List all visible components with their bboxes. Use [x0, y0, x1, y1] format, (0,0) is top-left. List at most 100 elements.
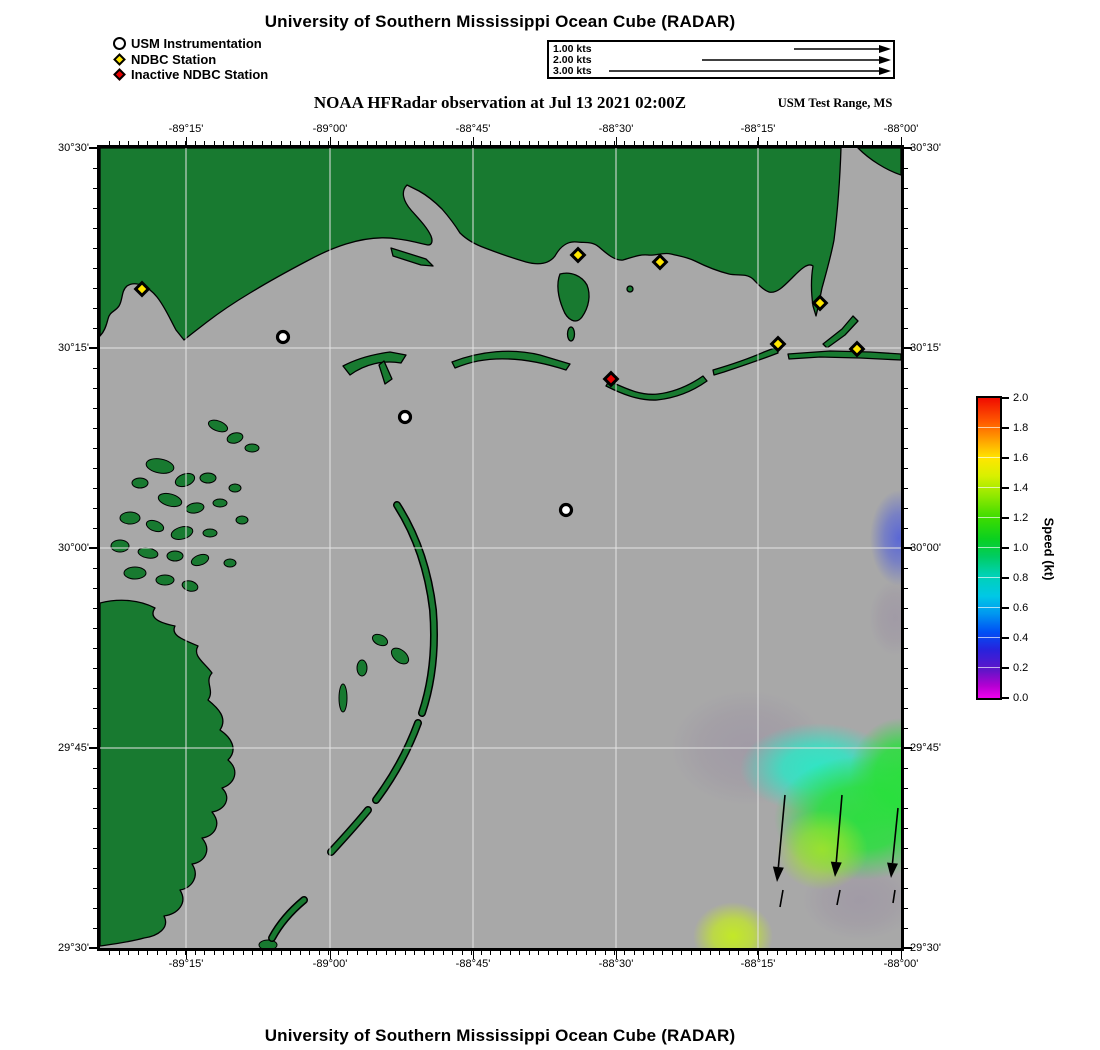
y-minor-tick: [93, 827, 97, 829]
y-axis-label: 29°45': [910, 742, 941, 754]
x-minor-tick: [461, 141, 463, 145]
x-minor-tick: [805, 951, 807, 955]
x-minor-tick: [109, 141, 111, 145]
x-major-tick: [900, 137, 903, 145]
station-diamond-marker: [848, 340, 866, 358]
y-minor-tick: [904, 287, 908, 289]
x-minor-tick: [595, 951, 597, 955]
x-minor-tick: [500, 141, 501, 145]
x-minor-tick: [490, 951, 492, 955]
x-minor-tick: [204, 951, 206, 955]
y-minor-tick: [904, 387, 908, 389]
x-minor-tick: [423, 951, 425, 955]
x-minor-tick: [271, 141, 273, 145]
x-minor-tick: [728, 141, 730, 145]
x-minor-tick: [643, 951, 645, 955]
y-major-tick: [89, 747, 97, 749]
x-minor-tick: [290, 141, 292, 145]
x-minor-tick: [175, 141, 177, 145]
x-minor-tick: [309, 951, 311, 955]
colorbar-tick: [1002, 637, 1009, 639]
x-axis-label: -88°15': [740, 123, 776, 135]
x-minor-tick: [709, 951, 711, 955]
colorbar-tick: [1002, 547, 1009, 549]
x-minor-tick: [442, 951, 444, 955]
y-minor-tick: [93, 767, 97, 769]
x-minor-tick: [690, 951, 692, 955]
x-minor-tick: [862, 951, 864, 955]
x-minor-tick: [433, 951, 435, 955]
y-axis-label: 30°00': [58, 542, 89, 554]
y-major-tick: [904, 547, 912, 549]
x-axis-label: -89°00': [312, 958, 348, 970]
x-major-tick: [472, 951, 475, 959]
x-minor-tick: [833, 141, 835, 145]
x-minor-tick: [166, 141, 168, 145]
y-minor-tick: [93, 287, 97, 289]
range-label: USM Test Range, MS: [777, 96, 893, 110]
y-minor-tick: [93, 807, 97, 809]
x-axis-label: -89°00': [312, 123, 348, 135]
graticule: [100, 148, 901, 948]
y-minor-tick: [904, 867, 908, 869]
y-minor-tick: [93, 847, 97, 849]
x-minor-tick: [890, 951, 892, 955]
y-minor-tick: [904, 227, 908, 229]
current-speed-field: [670, 490, 901, 948]
x-minor-tick: [480, 951, 482, 955]
colorbar-level-line: [978, 607, 1000, 608]
y-minor-tick: [904, 767, 908, 769]
x-major-tick: [329, 137, 332, 145]
colorbar-tick-label: 0.4: [1013, 631, 1029, 644]
x-minor-tick: [347, 141, 349, 145]
x-major-tick: [615, 137, 618, 145]
x-minor-tick: [633, 951, 635, 955]
x-minor-tick: [757, 141, 759, 145]
horn-island: [605, 375, 708, 401]
x-minor-tick: [538, 951, 540, 955]
current-vector-shaft: [779, 889, 784, 908]
x-minor-tick: [795, 951, 797, 955]
x-minor-tick: [557, 951, 559, 955]
y-minor-tick: [93, 327, 97, 329]
x-minor-tick: [175, 951, 177, 955]
x-minor-tick: [690, 141, 692, 145]
x-major-tick: [900, 951, 903, 959]
x-minor-tick: [805, 141, 807, 145]
y-minor-tick: [904, 427, 908, 429]
inactive-diamond-icon: [113, 68, 126, 81]
y-minor-tick: [93, 467, 97, 469]
x-minor-tick: [557, 141, 559, 145]
y-major-tick: [89, 347, 97, 349]
colorbar-level-line: [978, 427, 1000, 428]
y-minor-tick: [93, 527, 97, 529]
x-minor-tick: [585, 951, 587, 955]
velocity-scale-label: 3.00 kts: [553, 65, 592, 77]
colorbar-tick: [1002, 697, 1009, 699]
x-major-tick: [472, 137, 475, 145]
x-minor-tick: [385, 951, 387, 955]
y-minor-tick: [93, 487, 97, 489]
colorbar-tick-label: 1.2: [1013, 511, 1029, 524]
y-minor-tick: [93, 387, 97, 389]
pascagoula-marsh: [557, 272, 590, 322]
y-minor-tick: [93, 187, 97, 189]
mainland-coast: [100, 148, 842, 341]
y-minor-tick: [93, 907, 97, 909]
y-minor-tick: [904, 647, 908, 649]
y-minor-tick: [904, 787, 908, 789]
x-axis-label: -88°15': [740, 958, 776, 970]
chandeleur-islands: [268, 501, 438, 942]
current-vector-shaft: [777, 794, 786, 868]
current-vector-shaft: [892, 889, 896, 904]
y-major-tick: [904, 747, 912, 749]
x-minor-tick: [814, 951, 816, 955]
x-minor-tick: [547, 951, 549, 955]
colorbar-tick: [1002, 487, 1009, 489]
legend-label: NDBC Station: [131, 52, 217, 67]
colorbar-tick-label: 1.0: [1013, 541, 1029, 554]
y-minor-tick: [93, 247, 97, 249]
x-minor-tick: [252, 951, 254, 955]
x-minor-tick: [328, 951, 330, 955]
x-minor-tick: [318, 141, 320, 145]
